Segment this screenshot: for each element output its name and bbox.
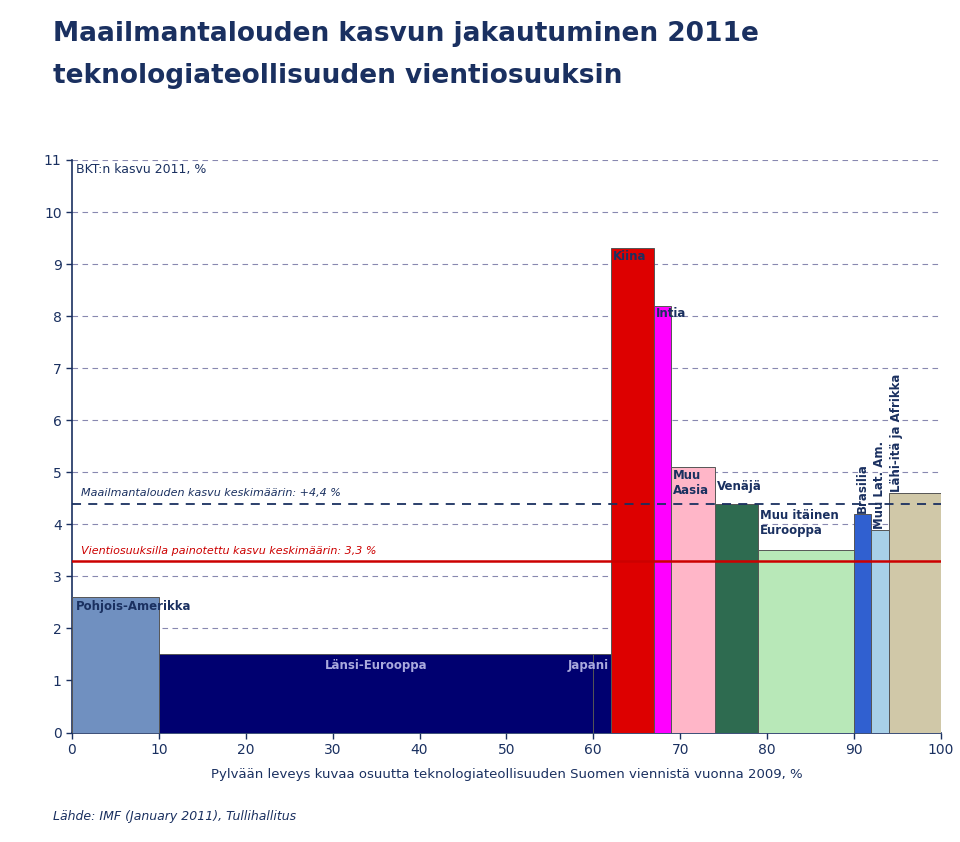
Bar — [158, 654, 593, 733]
Text: Intia: Intia — [656, 306, 686, 320]
Text: Länsi-Eurooppa: Länsi-Eurooppa — [324, 658, 427, 672]
Bar — [72, 597, 158, 733]
Bar — [872, 530, 889, 733]
Text: Muu itäinen
Eurooppa: Muu itäinen Eurooppa — [760, 509, 839, 536]
Text: Brasilia: Brasilia — [855, 463, 869, 513]
Bar — [758, 551, 854, 733]
Bar — [593, 654, 611, 733]
Text: Lähi-itä ja Afrikka: Lähi-itä ja Afrikka — [891, 374, 903, 492]
X-axis label: Pylvään leveys kuvaa osuutta teknologiateollisuuden Suomen viennistä vuonna 2009: Pylvään leveys kuvaa osuutta teknologiat… — [210, 768, 803, 781]
Bar — [854, 514, 872, 733]
Bar — [889, 493, 941, 733]
Text: Lähde: IMF (January 2011), Tullihallitus: Lähde: IMF (January 2011), Tullihallitus — [53, 811, 296, 823]
Bar — [654, 306, 671, 733]
Text: Pohjois-Amerikka: Pohjois-Amerikka — [76, 600, 191, 613]
Text: teknologiateollisuuden vientiosuuksin: teknologiateollisuuden vientiosuuksin — [53, 63, 622, 89]
Text: Venäjä: Venäjä — [717, 480, 761, 493]
Text: Vientiosuuksilla painotettu kasvu keskimäärin: 3,3 %: Vientiosuuksilla painotettu kasvu keskim… — [81, 546, 376, 556]
Text: Maailmantalouden kasvu keskimäärin: +4,4 %: Maailmantalouden kasvu keskimäärin: +4,4… — [81, 488, 341, 498]
Text: BKT:n kasvu 2011, %: BKT:n kasvu 2011, % — [77, 163, 206, 176]
Text: Japani: Japani — [567, 658, 609, 672]
Text: Kiina: Kiina — [612, 249, 646, 263]
Bar — [611, 248, 654, 733]
Text: Muu
Aasia: Muu Aasia — [673, 469, 709, 497]
Bar — [715, 504, 758, 733]
Bar — [671, 467, 715, 733]
Text: Maailmantalouden kasvun jakautuminen 2011e: Maailmantalouden kasvun jakautuminen 201… — [53, 21, 758, 47]
Text: Muu Lat. Am.: Muu Lat. Am. — [873, 440, 886, 529]
